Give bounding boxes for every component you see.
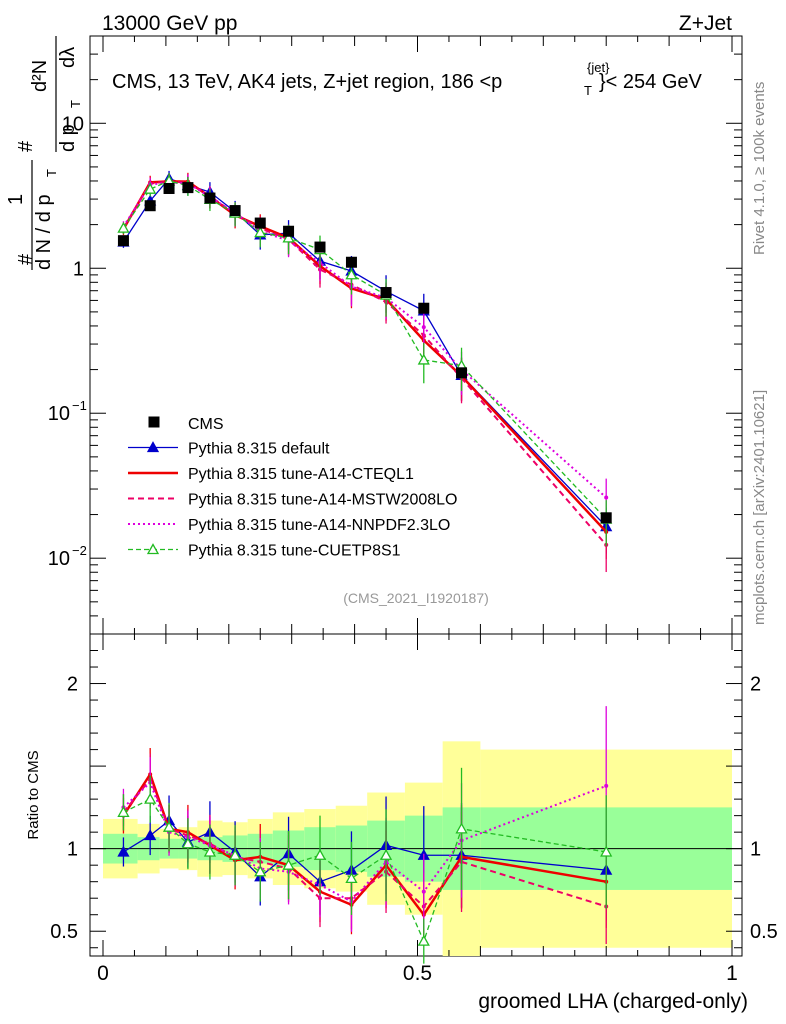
y-tick-label-main: 1 [73,258,84,280]
ratio-axis-ticks: 0 0.5 1 0.5 0.5 1 1 2 2 [50,634,778,985]
ylabel-dN: d N / d p [33,194,55,270]
ratio-point-cuetp8s1 [455,822,468,834]
main-ylabel: # 1 d N / d p T # d p T d²N dλ [5,36,83,270]
main-title-end: }< 254 GeV [599,71,703,93]
x-tick-label: 0.5 [403,962,432,985]
legend-label-default: Pythia 8.315 default [188,441,330,458]
x-tick-label: 0 [97,962,109,985]
data-point [600,512,612,524]
main-line-cuetp8s1 [122,180,607,520]
mcplots-label: mcplots.cern.ch [arXiv:2401.10621] [751,390,768,625]
y-tick-label-exp: −1 [72,398,87,413]
ylabel-dlambda: dλ [57,47,79,68]
main-title-text: CMS, 13 TeV, AK4 jets, Z+jet region, 186… [112,71,502,93]
ratio-line-a14_mstw [122,777,607,908]
legend-label-data: CMS [188,416,224,433]
ratio-point-cuetp8s1 [379,848,393,860]
ratio-point-cuetp8s1 [203,845,217,857]
y-tick-label-ratio: 1 [67,839,78,861]
ratio-point-default [144,829,157,841]
ratio-point-cuetp8s1 [254,865,267,877]
y-tick-label-ratio-right: 2 [750,674,761,696]
y-tick-label-ratio-right: 1 [750,839,761,861]
ratio-point-cuetp8s1 [117,806,130,817]
ratio-point-cuetp8s1 [181,837,195,849]
data-point [182,182,194,194]
ratio-point-cuetp8s1 [345,872,358,884]
data-point [144,200,156,212]
legend-marker-data [148,416,160,428]
ratio-point-cuetp8s1 [144,792,157,804]
analysis-watermark: (CMS_2021_I1920187) [343,590,489,606]
legend-label-cuetp8s1: Pythia 8.315 tune-CUETP8S1 [188,543,401,560]
ratio-point-cuetp8s1 [313,848,327,860]
y-tick-label-main: 10 [48,548,70,570]
ratio-series-layer [117,706,613,964]
legend: CMS Pythia 8.315 default Pythia 8.315 tune… [128,416,457,560]
main-title-sup: {jet} [587,60,610,75]
data-point [204,192,216,204]
main-series-layer [117,170,613,573]
ratio-ylabel: Ratio to CMS [25,750,42,839]
main-point-cuetp8s1 [254,226,267,238]
main-point-a14_nnpdf [421,325,426,330]
data-point [283,225,295,237]
main-point-cuetp8s1 [345,268,358,280]
data-point [254,217,266,229]
data-point [314,241,326,253]
y-tick-label-ratio: 0.5 [50,921,78,943]
ratio-point-default [117,845,130,857]
ylabel-hash2: # [15,140,37,152]
ratio-point-cuetp8s1 [282,858,295,870]
legend-label-a14_mstw: Pythia 8.315 tune-A14-MSTW2008LO [188,492,457,509]
ratio-point-a14_nnpdf [604,783,609,788]
ylabel-d2N: d²N [29,60,51,92]
legend-marker-cuetp8s1 [146,543,160,555]
ylabel-dpt: d p [57,124,79,152]
data-point [163,182,175,194]
main-title: CMS, 13 TeV, AK4 jets, Z+jet region, 186… [112,60,703,98]
ratio-panel-frame [89,633,743,957]
ylabel-T2: T [68,100,83,108]
y-tick-label-ratio-right: 0.5 [750,921,778,943]
legend-label-a14_nnpdf: Pythia 8.315 tune-A14-NNPDF2.3LO [188,517,450,534]
data-point [456,367,468,379]
data-point [380,287,392,299]
ratio-point-a14_nnpdf [421,889,426,894]
x-axis-label: groomed LHA (charged-only) [478,990,748,1013]
ratio-point-cuetp8s1 [162,820,176,832]
data-point [418,302,430,314]
data-point [229,205,241,217]
y-tick-label-main: 10 [48,403,70,425]
data-point [117,235,129,247]
rivet-label: Rivet 4.1.0, ≥ 100k events [751,82,768,255]
legend-marker-default [146,441,160,453]
legend-label-a14_cteql1: Pythia 8.315 tune-A14-CTEQL1 [188,466,414,483]
ratio-point-cuetp8s1 [600,845,613,857]
ratio-point-cuetp8s1 [417,934,430,946]
ratio-point-cuetp8s1 [228,848,242,860]
x-tick-label: 1 [726,962,738,985]
main-line-a14_mstw [122,180,607,546]
main-point-cuetp8s1 [117,221,130,233]
y-tick-label-main: 10 [62,113,84,135]
main-point-a14_nnpdf [604,495,609,500]
ylabel-one: 1 [5,194,27,205]
y-tick-label-ratio: 2 [67,674,78,696]
main-point-cuetp8s1 [144,182,157,194]
ylabel-T1: T [44,169,59,177]
y-tick-label-exp: −2 [72,543,87,558]
header-right: Z+Jet [679,12,732,35]
main-point-cuetp8s1 [282,231,295,243]
data-point [345,256,357,268]
header-left: 13000 GeV pp [102,12,237,35]
main-title-sub: T [584,83,592,98]
main-point-cuetp8s1 [417,353,430,365]
